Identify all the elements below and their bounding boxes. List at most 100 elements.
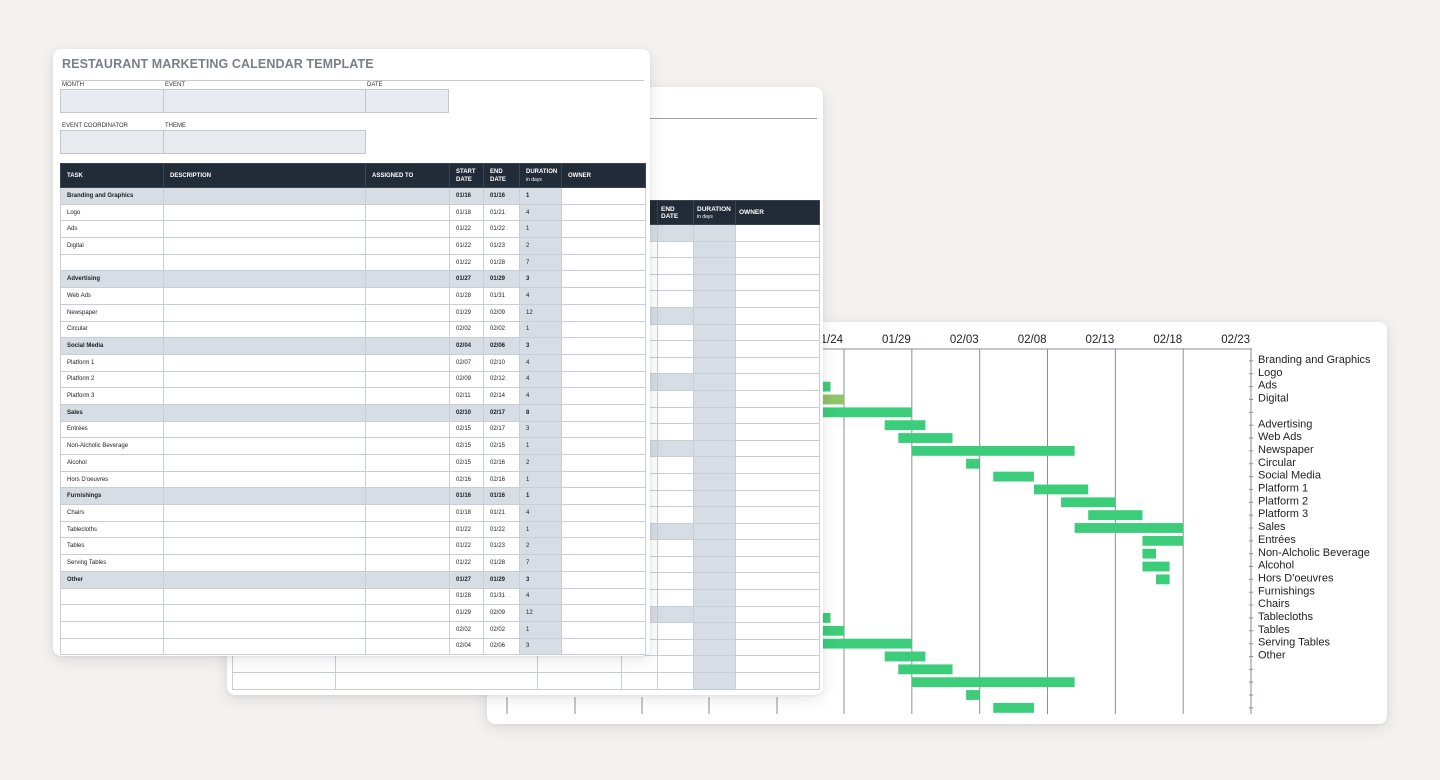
owner-cell[interactable]: [561, 604, 646, 622]
end-date-cell[interactable]: 02/17: [483, 403, 520, 422]
start-date-cell[interactable]: 01/16: [449, 187, 484, 205]
task-cell[interactable]: Hors D'oeuvres: [60, 470, 164, 489]
end-date-cell[interactable]: 01/31: [483, 587, 520, 606]
end-date-cell[interactable]: 01/22: [483, 220, 520, 239]
assigned-to-cell[interactable]: [365, 370, 450, 389]
start-date-cell[interactable]: 02/15: [449, 420, 484, 439]
start-date-cell[interactable]: 02/04: [449, 337, 484, 355]
task-cell[interactable]: Platform 3: [60, 387, 164, 405]
end-date-cell[interactable]: 01/28: [483, 554, 520, 572]
end-date-cell[interactable]: 01/21: [483, 203, 520, 222]
owner-cell[interactable]: [561, 353, 646, 372]
end-date-cell[interactable]: 02/10: [483, 353, 520, 372]
duration-cell[interactable]: 2: [519, 454, 562, 472]
owner-cell[interactable]: [561, 637, 646, 656]
description-cell[interactable]: [163, 537, 366, 556]
description-cell[interactable]: [163, 270, 366, 289]
start-date-cell[interactable]: 02/09: [449, 370, 484, 389]
owner-cell[interactable]: [561, 203, 646, 222]
task-cell[interactable]: Logo: [60, 203, 164, 222]
description-cell[interactable]: [163, 487, 366, 506]
start-date-cell[interactable]: 02/02: [449, 620, 484, 639]
start-date-cell[interactable]: 02/15: [449, 437, 484, 455]
task-cell[interactable]: Furnishings: [60, 487, 164, 506]
task-cell[interactable]: Digital: [60, 237, 164, 255]
duration-cell[interactable]: 4: [519, 203, 562, 222]
owner-cell[interactable]: [561, 504, 646, 522]
end-date-cell[interactable]: 01/23: [483, 537, 520, 556]
owner-cell[interactable]: [561, 437, 646, 455]
duration-cell[interactable]: 4: [519, 353, 562, 372]
assigned-to-cell[interactable]: [365, 504, 450, 522]
description-cell[interactable]: [163, 220, 366, 239]
assigned-to-cell[interactable]: [365, 537, 450, 556]
end-date-cell[interactable]: 01/29: [483, 570, 520, 589]
event-coordinator-field[interactable]: [60, 130, 164, 154]
owner-cell[interactable]: [561, 487, 646, 506]
owner-cell[interactable]: [561, 237, 646, 255]
start-date-cell[interactable]: 01/16: [449, 487, 484, 506]
description-cell[interactable]: [163, 554, 366, 572]
duration-cell[interactable]: 1: [519, 220, 562, 239]
assigned-to-cell[interactable]: [365, 403, 450, 422]
description-cell[interactable]: [163, 520, 366, 539]
duration-cell[interactable]: 1: [519, 470, 562, 489]
task-cell[interactable]: Chairs: [60, 504, 164, 522]
assigned-to-cell[interactable]: [365, 320, 450, 339]
end-date-cell[interactable]: 02/12: [483, 370, 520, 389]
end-date-cell[interactable]: 01/28: [483, 253, 520, 272]
start-date-cell[interactable]: 01/22: [449, 237, 484, 255]
description-cell[interactable]: [163, 237, 366, 255]
owner-cell[interactable]: [561, 470, 646, 489]
task-cell[interactable]: Social Media: [60, 337, 164, 355]
owner-cell[interactable]: [561, 387, 646, 405]
theme-field[interactable]: [163, 130, 366, 154]
task-cell[interactable]: Serving Tables: [60, 554, 164, 572]
assigned-to-cell[interactable]: [365, 587, 450, 606]
description-cell[interactable]: [163, 303, 366, 322]
description-cell[interactable]: [163, 287, 366, 305]
end-date-cell[interactable]: 02/09: [483, 604, 520, 622]
start-date-cell[interactable]: 02/11: [449, 387, 484, 405]
duration-cell[interactable]: 1: [519, 187, 562, 205]
assigned-to-cell[interactable]: [365, 220, 450, 239]
start-date-cell[interactable]: 01/22: [449, 220, 484, 239]
duration-cell[interactable]: 3: [519, 570, 562, 589]
end-date-cell[interactable]: 01/16: [483, 187, 520, 205]
duration-cell[interactable]: 4: [519, 287, 562, 305]
description-cell[interactable]: [163, 470, 366, 489]
start-date-cell[interactable]: 02/02: [449, 320, 484, 339]
task-cell[interactable]: Newspaper: [60, 303, 164, 322]
description-cell[interactable]: [163, 337, 366, 355]
assigned-to-cell[interactable]: [365, 570, 450, 589]
duration-cell[interactable]: 7: [519, 554, 562, 572]
task-cell[interactable]: Circular: [60, 320, 164, 339]
owner-cell[interactable]: [561, 454, 646, 472]
description-cell[interactable]: [163, 420, 366, 439]
task-cell[interactable]: Platform 2: [60, 370, 164, 389]
end-date-cell[interactable]: 02/09: [483, 303, 520, 322]
owner-cell[interactable]: [561, 270, 646, 289]
task-cell[interactable]: Branding and Graphics: [60, 187, 164, 205]
assigned-to-cell[interactable]: [365, 637, 450, 656]
duration-cell[interactable]: 12: [519, 303, 562, 322]
task-cell[interactable]: Sales: [60, 403, 164, 422]
assigned-to-cell[interactable]: [365, 253, 450, 272]
duration-cell[interactable]: 7: [519, 253, 562, 272]
description-cell[interactable]: [163, 637, 366, 656]
description-cell[interactable]: [163, 253, 366, 272]
event-field[interactable]: [163, 89, 366, 113]
start-date-cell[interactable]: 01/28: [449, 287, 484, 305]
end-date-cell[interactable]: 02/02: [483, 320, 520, 339]
task-cell[interactable]: [60, 587, 164, 606]
owner-cell[interactable]: [561, 287, 646, 305]
assigned-to-cell[interactable]: [365, 554, 450, 572]
assigned-to-cell[interactable]: [365, 187, 450, 205]
duration-cell[interactable]: 3: [519, 637, 562, 656]
start-date-cell[interactable]: 01/22: [449, 253, 484, 272]
start-date-cell[interactable]: 02/04: [449, 637, 484, 656]
end-date-cell[interactable]: 01/16: [483, 487, 520, 506]
description-cell[interactable]: [163, 604, 366, 622]
assigned-to-cell[interactable]: [365, 454, 450, 472]
owner-cell[interactable]: [561, 303, 646, 322]
